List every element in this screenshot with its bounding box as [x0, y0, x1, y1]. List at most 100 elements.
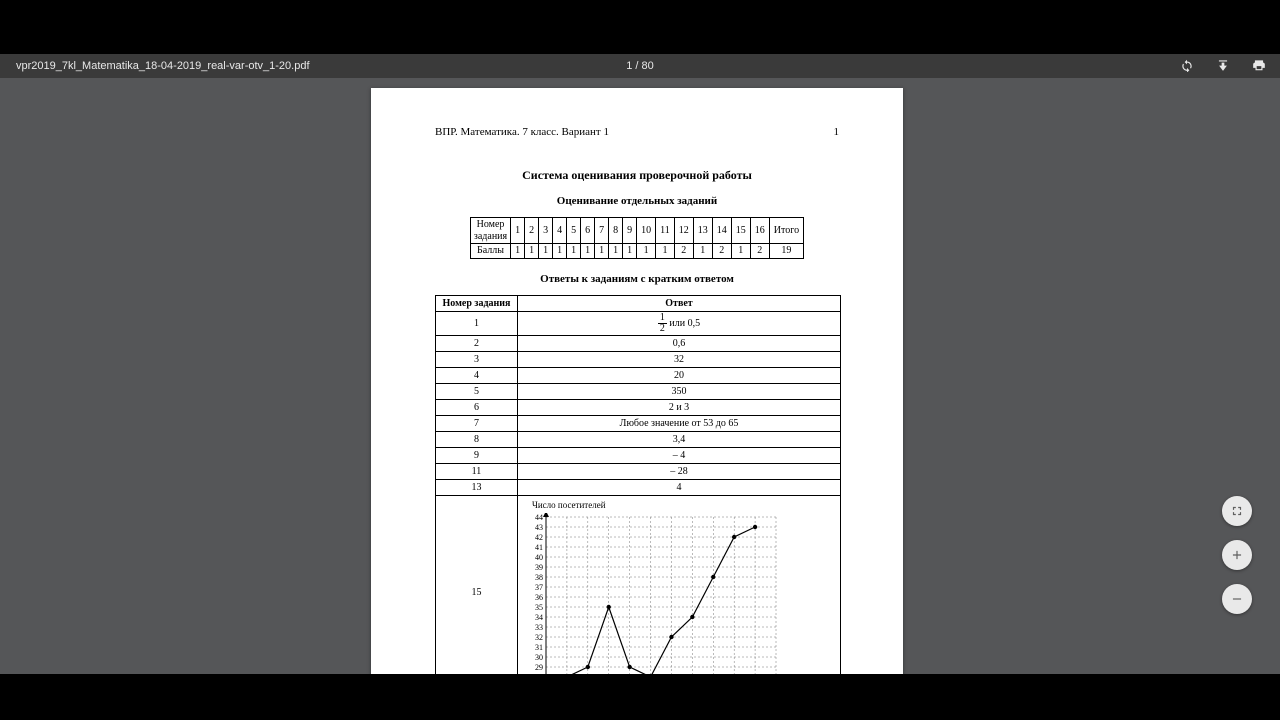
answer-num-4: 4: [436, 367, 518, 383]
scores-pts-6: 1: [595, 244, 609, 259]
answers-table: Номер задания Ответ 112 или 0,520,633242…: [435, 295, 841, 675]
svg-text:34: 34: [535, 613, 543, 622]
scores-pts-1: 1: [525, 244, 539, 259]
scores-col-7: 8: [609, 218, 623, 244]
download-icon[interactable]: [1216, 58, 1230, 75]
scores-col-9: 10: [637, 218, 656, 244]
scores-col-16: Итого: [769, 218, 803, 244]
scores-pts-3: 1: [553, 244, 567, 259]
answers-head-ans: Ответ: [518, 295, 841, 311]
answer-val-7: Любое значение от 53 до 65: [518, 415, 841, 431]
scores-col-4: 5: [567, 218, 581, 244]
svg-text:32: 32: [535, 633, 543, 642]
pdf-viewer[interactable]: ВПР. Математика. 7 класс. Вариант 1 1 Си…: [0, 78, 1280, 674]
svg-text:41: 41: [535, 543, 543, 552]
scores-pts-13: 2: [712, 244, 731, 259]
scores-col-3: 4: [553, 218, 567, 244]
answer-val-6: 2 и 3: [518, 399, 841, 415]
svg-text:35: 35: [535, 603, 543, 612]
visitors-chart: 4443424140393837363534333231302928: [524, 513, 784, 674]
fit-button[interactable]: [1222, 496, 1252, 526]
rotate-icon[interactable]: [1180, 58, 1194, 75]
svg-text:40: 40: [535, 553, 543, 562]
svg-text:29: 29: [535, 663, 543, 672]
answer-val-5: 350: [518, 383, 841, 399]
scores-col-11: 12: [674, 218, 693, 244]
scores-row1-label: Номерзадания: [470, 218, 510, 244]
answer-num-11: 11: [436, 463, 518, 479]
answer-val-9: – 4: [518, 447, 841, 463]
zoom-in-button[interactable]: [1222, 540, 1252, 570]
scores-col-5: 6: [581, 218, 595, 244]
answers-row-15-num: 15: [436, 495, 518, 674]
svg-text:43: 43: [535, 523, 543, 532]
svg-text:30: 30: [535, 653, 543, 662]
letterbox-top: [0, 0, 1280, 54]
zoom-out-button[interactable]: [1222, 584, 1252, 614]
scores-pts-7: 1: [609, 244, 623, 259]
scores-col-14: 15: [731, 218, 750, 244]
title-main: Система оценивания проверочной работы: [435, 168, 839, 183]
answer-num-9: 9: [436, 447, 518, 463]
svg-text:36: 36: [535, 593, 543, 602]
doc-header-right: 1: [834, 126, 840, 138]
zoom-controls: [1222, 496, 1252, 614]
svg-text:38: 38: [535, 573, 543, 582]
chart-title: Число посетителей: [532, 500, 834, 512]
answer-num-6: 6: [436, 399, 518, 415]
answer-val-1: 12 или 0,5: [518, 311, 841, 335]
scores-col-10: 11: [656, 218, 675, 244]
scores-col-12: 13: [693, 218, 712, 244]
title-sub1: Оценивание отдельных заданий: [435, 195, 839, 207]
pdf-page: ВПР. Математика. 7 класс. Вариант 1 1 Си…: [371, 88, 903, 674]
scores-pts-16: 19: [769, 244, 803, 259]
scores-col-8: 9: [623, 218, 637, 244]
answer-num-7: 7: [436, 415, 518, 431]
scores-pts-14: 1: [731, 244, 750, 259]
answer-val-2: 0,6: [518, 335, 841, 351]
scores-pts-15: 2: [750, 244, 769, 259]
scores-col-6: 7: [595, 218, 609, 244]
scores-pts-8: 1: [623, 244, 637, 259]
svg-text:33: 33: [535, 623, 543, 632]
pdf-toolbar: vpr2019_7kl_Matematika_18-04-2019_real-v…: [0, 54, 1280, 78]
answer-num-3: 3: [436, 351, 518, 367]
svg-text:44: 44: [535, 513, 543, 522]
svg-text:39: 39: [535, 563, 543, 572]
answer-val-11: – 28: [518, 463, 841, 479]
toolbar-actions: [1180, 58, 1266, 75]
scores-col-0: 1: [511, 218, 525, 244]
title-sub2: Ответы к заданиям с кратким ответом: [435, 273, 839, 285]
answer-num-2: 2: [436, 335, 518, 351]
answer-num-1: 1: [436, 311, 518, 335]
scores-pts-5: 1: [581, 244, 595, 259]
scores-pts-9: 1: [637, 244, 656, 259]
scores-pts-10: 1: [656, 244, 675, 259]
scores-col-15: 16: [750, 218, 769, 244]
answer-val-3: 32: [518, 351, 841, 367]
answer-num-8: 8: [436, 431, 518, 447]
scores-table: Номерзадания12345678910111213141516Итого…: [470, 217, 804, 259]
scores-pts-11: 2: [674, 244, 693, 259]
svg-text:42: 42: [535, 533, 543, 542]
page-indicator: 1 / 80: [626, 60, 654, 72]
scores-pts-4: 1: [567, 244, 581, 259]
answer-val-13: 4: [518, 479, 841, 495]
doc-header-left: ВПР. Математика. 7 класс. Вариант 1: [435, 126, 609, 138]
answers-row-15-chart: Число посетителей 4443424140393837363534…: [518, 495, 841, 674]
answer-num-13: 13: [436, 479, 518, 495]
svg-text:31: 31: [535, 643, 543, 652]
answer-val-8: 3,4: [518, 431, 841, 447]
svg-text:37: 37: [535, 583, 543, 592]
print-icon[interactable]: [1252, 58, 1266, 75]
scores-pts-2: 1: [539, 244, 553, 259]
scores-col-2: 3: [539, 218, 553, 244]
answer-num-5: 5: [436, 383, 518, 399]
scores-pts-0: 1: [511, 244, 525, 259]
letterbox-bottom: [0, 674, 1280, 720]
answer-val-4: 20: [518, 367, 841, 383]
answers-head-num: Номер задания: [436, 295, 518, 311]
file-name: vpr2019_7kl_Matematika_18-04-2019_real-v…: [0, 60, 310, 72]
scores-pts-12: 1: [693, 244, 712, 259]
scores-col-1: 2: [525, 218, 539, 244]
